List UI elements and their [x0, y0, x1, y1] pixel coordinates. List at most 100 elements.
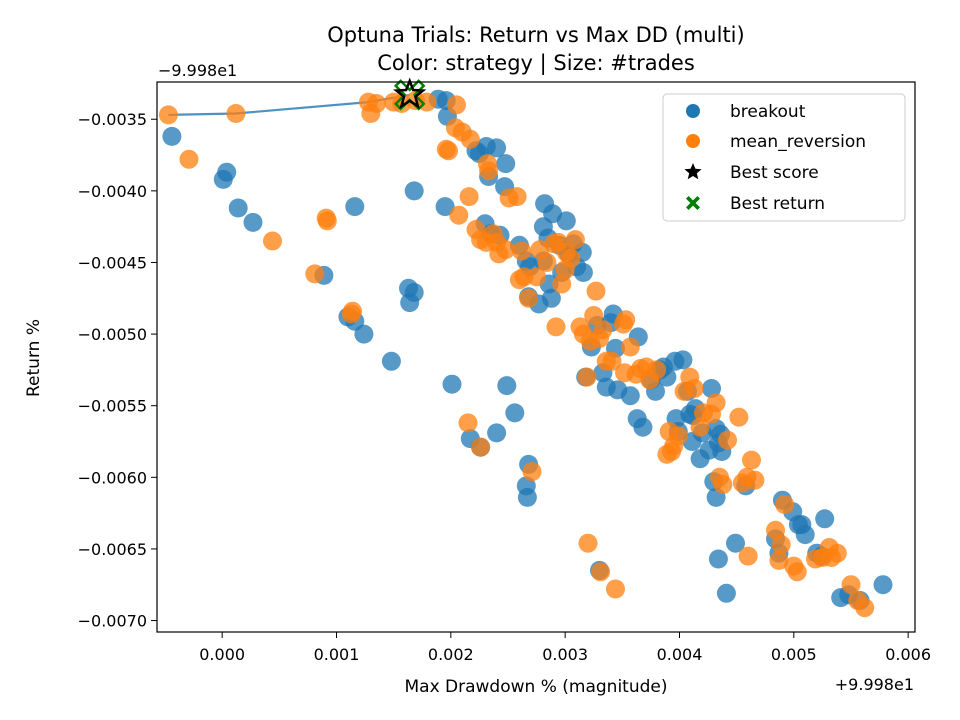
point-mean-reversion	[668, 426, 688, 446]
point-mean-reversion	[606, 579, 625, 599]
point-mean-reversion	[616, 310, 636, 330]
point-mean-reversion	[738, 546, 758, 566]
point-breakout	[726, 533, 745, 553]
y-offset-label: −9.998e1	[158, 61, 237, 80]
plot-area	[158, 77, 893, 618]
point-mean-reversion	[458, 413, 478, 433]
legend-marker-best-score-star-icon	[684, 163, 702, 180]
point-mean-reversion	[771, 535, 791, 555]
y-tick-label: −0.0045	[78, 253, 147, 272]
point-mean-reversion	[647, 360, 667, 380]
legend-label-breakout: breakout	[730, 102, 806, 122]
point-breakout	[381, 351, 401, 371]
point-mean-reversion	[593, 320, 613, 340]
point-breakout	[354, 324, 374, 344]
legend-label-best-score: Best score	[730, 163, 819, 183]
point-mean-reversion	[343, 301, 362, 321]
y-tick-label: −0.0035	[78, 110, 147, 129]
point-mean-reversion	[561, 248, 581, 268]
point-mean-reversion	[226, 104, 246, 123]
point-breakout	[442, 374, 462, 394]
point-mean-reversion	[578, 533, 598, 553]
point-breakout	[243, 212, 263, 232]
y-axis-label: Return %	[24, 319, 44, 397]
point-breakout	[404, 181, 424, 201]
point-mean-reversion	[317, 211, 337, 231]
legend-label-mean-reversion: mean_reversion	[730, 132, 866, 152]
point-mean-reversion	[479, 161, 499, 181]
point-breakout	[873, 575, 893, 595]
point-breakout	[716, 583, 736, 603]
point-breakout	[228, 198, 248, 218]
point-mean-reversion	[775, 495, 795, 514]
point-breakout	[633, 417, 653, 437]
point-mean-reversion	[519, 288, 539, 308]
point-breakout	[795, 525, 815, 545]
point-mean-reversion	[602, 351, 622, 371]
point-mean-reversion	[447, 95, 466, 115]
x-tick-label: 0.006	[885, 645, 931, 664]
point-mean-reversion	[684, 379, 704, 398]
point-breakout	[556, 211, 576, 231]
point-mean-reversion	[158, 105, 178, 125]
point-mean-reversion	[546, 317, 566, 337]
point-mean-reversion	[827, 543, 847, 563]
point-breakout	[505, 403, 525, 423]
legend-marker-best-return-x-icon	[686, 196, 700, 210]
point-breakout	[517, 487, 537, 507]
point-mean-reversion	[620, 337, 640, 357]
x-tick-label: 0.004	[657, 645, 703, 664]
point-mean-reversion	[367, 94, 386, 113]
x-tick-label: 0.003	[542, 645, 588, 664]
point-breakout	[673, 350, 693, 370]
point-mean-reversion	[471, 437, 491, 457]
legend: breakout mean_reversion Best score Best …	[662, 93, 906, 222]
point-mean-reversion	[439, 141, 458, 161]
point-breakout	[573, 263, 593, 282]
axes-frame	[156, 81, 916, 633]
point-mean-reversion	[718, 430, 737, 450]
point-mean-reversion	[584, 306, 604, 325]
point-breakout	[162, 126, 182, 146]
point-mean-reversion	[766, 520, 785, 540]
point-breakout	[620, 386, 640, 406]
point-mean-reversion	[742, 450, 761, 470]
point-mean-reversion	[552, 274, 572, 294]
point-mean-reversion	[305, 264, 325, 284]
x-tick-label: 0.001	[314, 645, 360, 664]
point-mean-reversion	[263, 231, 282, 251]
point-breakout	[702, 379, 721, 398]
axis-ticks: 0.000 0.001 0.002 0.003 0.004 0.005 0.006 −0.00…	[78, 110, 931, 664]
point-mean-reversion	[787, 562, 807, 582]
y-tick-label: −0.0065	[78, 540, 147, 559]
point-mean-reversion	[577, 367, 597, 387]
point-mean-reversion	[512, 241, 532, 261]
point-mean-reversion	[496, 240, 516, 260]
point-breakout	[815, 509, 835, 529]
point-breakout	[404, 283, 424, 302]
legend-box	[662, 93, 906, 222]
point-breakout	[435, 197, 455, 217]
point-mean-reversion	[855, 598, 875, 618]
point-mean-reversion	[745, 470, 765, 490]
point-breakout	[487, 423, 507, 443]
point-mean-reversion	[460, 129, 480, 149]
x-tick-label: 0.005	[771, 645, 817, 664]
point-mean-reversion	[690, 417, 710, 437]
point-breakout	[541, 288, 561, 308]
point-mean-reversion	[527, 267, 547, 287]
point-mean-reversion	[706, 393, 726, 413]
y-tick-label: −0.0040	[78, 182, 147, 201]
point-mean-reversion	[713, 475, 733, 494]
point-breakout	[345, 197, 365, 217]
legend-marker-mean-reversion	[686, 134, 700, 148]
point-mean-reversion	[586, 281, 606, 301]
y-tick-label: −0.0060	[78, 468, 147, 487]
y-tick-label: −0.0055	[78, 397, 147, 416]
point-breakout	[497, 376, 517, 396]
point-mean-reversion	[459, 187, 479, 207]
point-mean-reversion	[507, 187, 527, 207]
chart-title: Optuna Trials: Return vs Max DD (multi)	[327, 23, 744, 47]
point-mean-reversion	[769, 550, 789, 570]
